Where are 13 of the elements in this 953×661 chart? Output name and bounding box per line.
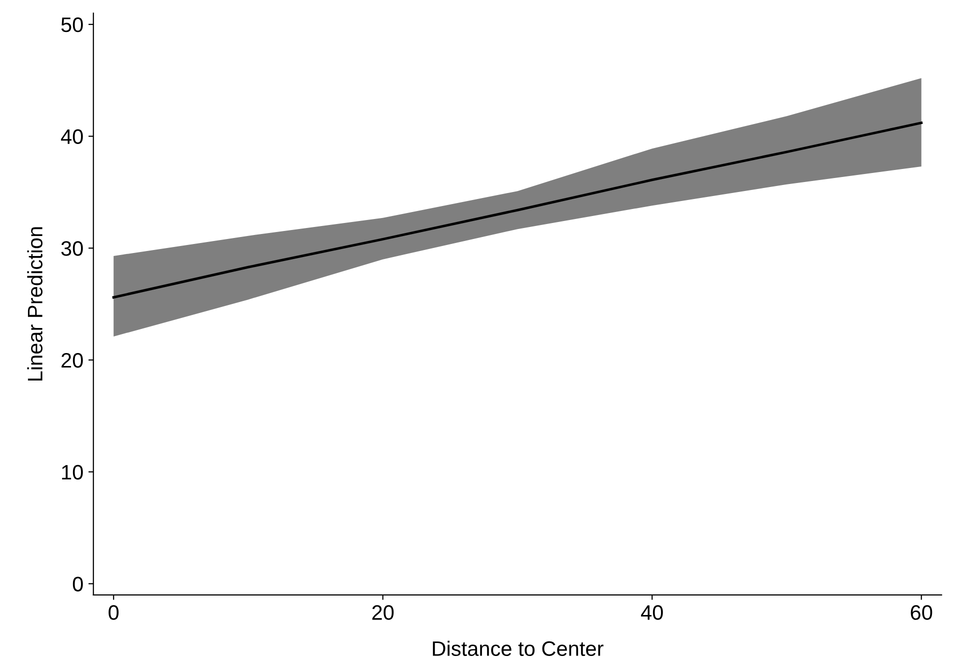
line-series [112,122,923,299]
x-tick-label: 60 [910,605,932,620]
y-tick-label: 30 [61,241,83,256]
y-tick-label: 50 [61,17,83,32]
y-tick-label: 10 [62,464,83,480]
x-axis-title: Distance to Center [432,640,604,656]
y-axis-title: Linear Prediction [27,227,42,381]
x-tick-label: 0 [108,605,119,620]
y-tick-label: 20 [62,352,83,368]
y-tick-label: 0 [72,576,83,592]
x-tick-label: 20 [372,605,394,620]
y-tick-label: 40 [60,129,83,144]
x-tick-label: 40 [641,605,663,620]
